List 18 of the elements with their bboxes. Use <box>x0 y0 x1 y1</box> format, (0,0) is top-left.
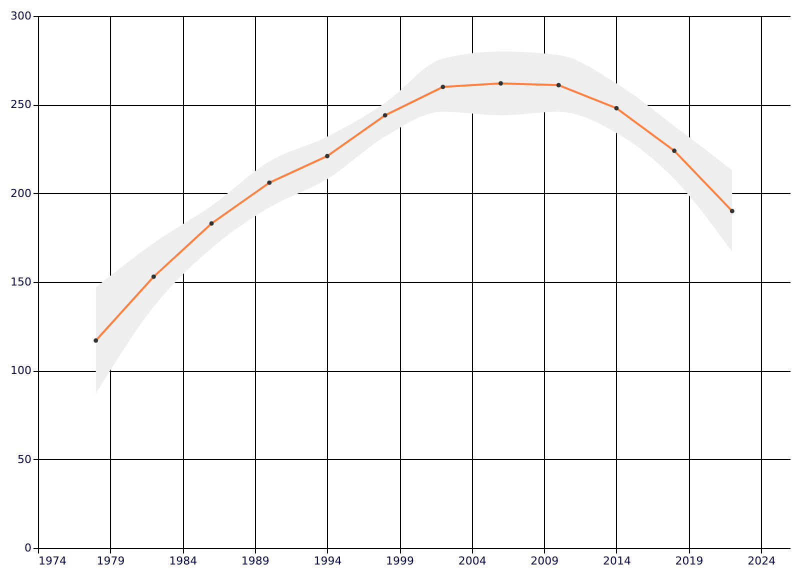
y-tick-label: 150 <box>10 276 32 288</box>
y-tick-label: 100 <box>10 364 32 378</box>
y-tick-label: 200 <box>10 186 32 200</box>
y-tick-label: 250 <box>10 98 32 112</box>
x-tick-label: 2024 <box>748 554 776 568</box>
x-tick-label: 1979 <box>96 554 125 568</box>
x-tick-label: 1984 <box>169 554 198 568</box>
x-tick-label: 2009 <box>530 554 559 568</box>
x-tick-label: 1989 <box>241 554 270 568</box>
x-tick-label: 1999 <box>386 554 414 568</box>
x-tick-label: 1974 <box>38 554 66 568</box>
y-tick-label: 50 <box>18 452 32 466</box>
x-tick-label: 2004 <box>458 554 486 568</box>
y-tick-label: 300 <box>10 10 32 22</box>
x-tick-label: 2019 <box>675 554 704 568</box>
x-tick-label: 1994 <box>314 554 342 568</box>
x-tick-label: 2014 <box>602 554 631 568</box>
y-tick-label: 0 <box>24 542 32 554</box>
